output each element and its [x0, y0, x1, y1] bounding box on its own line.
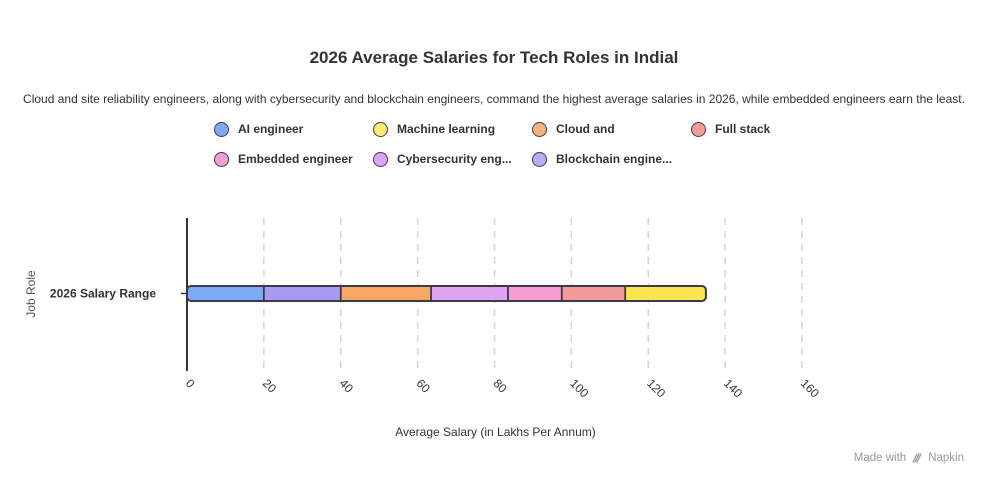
x-tick-label: 120	[644, 376, 668, 400]
legend-swatch	[532, 121, 547, 137]
y-axis-label: Job Role	[24, 270, 38, 318]
legend-item-blockchain[interactable]: Blockchain engine...	[532, 149, 672, 169]
bar-segment-cloud-and[interactable]	[340, 286, 432, 301]
bar-group	[187, 286, 706, 301]
x-tick-label: 100	[567, 376, 591, 400]
x-tick-label: 20	[260, 376, 280, 396]
chart-legend: AI engineer Machine learning Cloud and F…	[0, 0, 988, 180]
legend-swatch	[691, 121, 706, 137]
footer-branding[interactable]: Made with Napkin	[854, 452, 964, 464]
legend-swatch	[214, 151, 229, 167]
legend-item-embedded-engineer[interactable]: Embedded engineer	[214, 149, 353, 169]
legend-label: AI engineer	[238, 122, 304, 136]
legend-item-cloud[interactable]: Cloud and	[532, 119, 615, 139]
napkin-brand-label: Napkin	[928, 452, 964, 464]
legend-swatch	[373, 151, 388, 167]
legend-swatch	[214, 121, 229, 137]
legend-item-machine-learning[interactable]: Machine learning	[373, 119, 495, 139]
legend-label: Blockchain engine...	[556, 152, 673, 166]
chart-subtitle: Cloud and site reliability engineers, al…	[23, 92, 965, 106]
legend-label: Embedded engineer	[238, 152, 353, 166]
napkin-logo-icon	[912, 453, 922, 463]
legend-label: Cloud and	[556, 122, 615, 136]
made-with-label: Made with	[853, 452, 907, 464]
legend-item-ai-engineer[interactable]: AI engineer	[214, 119, 303, 139]
bar-segment-blockchain-engine[interactable]	[263, 286, 341, 301]
chart-title: 2026 Average Salaries for Tech Roles in …	[309, 48, 679, 67]
x-axis-label: Average Salary (in Lakhs Per Annum)	[395, 425, 596, 439]
x-tick-label: 160	[798, 376, 822, 400]
legend-swatch	[532, 151, 547, 167]
bar-segment-ai-engineer[interactable]	[187, 286, 264, 301]
legend-label: Full stack	[715, 122, 771, 136]
x-tick-label: 40	[337, 376, 357, 396]
bar-segment-embedded-engineer[interactable]	[507, 286, 562, 301]
legend-label: Cybersecurity eng...	[397, 152, 512, 166]
legend-swatch	[373, 121, 388, 137]
x-tick-label: 80	[490, 376, 510, 396]
category-label: 2026 Salary Range	[50, 287, 156, 301]
legend-item-full-stack[interactable]: Full stack	[691, 119, 770, 139]
bar-segment-full-stack[interactable]	[561, 286, 626, 301]
x-tick-label: 0	[183, 376, 198, 391]
bar-segment-machine-learning[interactable]	[625, 286, 706, 301]
bar-segment-cybersecurity-eng[interactable]	[431, 286, 508, 301]
legend-item-cybersecurity[interactable]: Cybersecurity eng...	[373, 149, 512, 169]
x-tick-label: 60	[414, 376, 434, 396]
legend-label: Machine learning	[397, 122, 496, 136]
bar-outline	[186, 285, 707, 302]
x-tick-label: 140	[721, 376, 745, 400]
